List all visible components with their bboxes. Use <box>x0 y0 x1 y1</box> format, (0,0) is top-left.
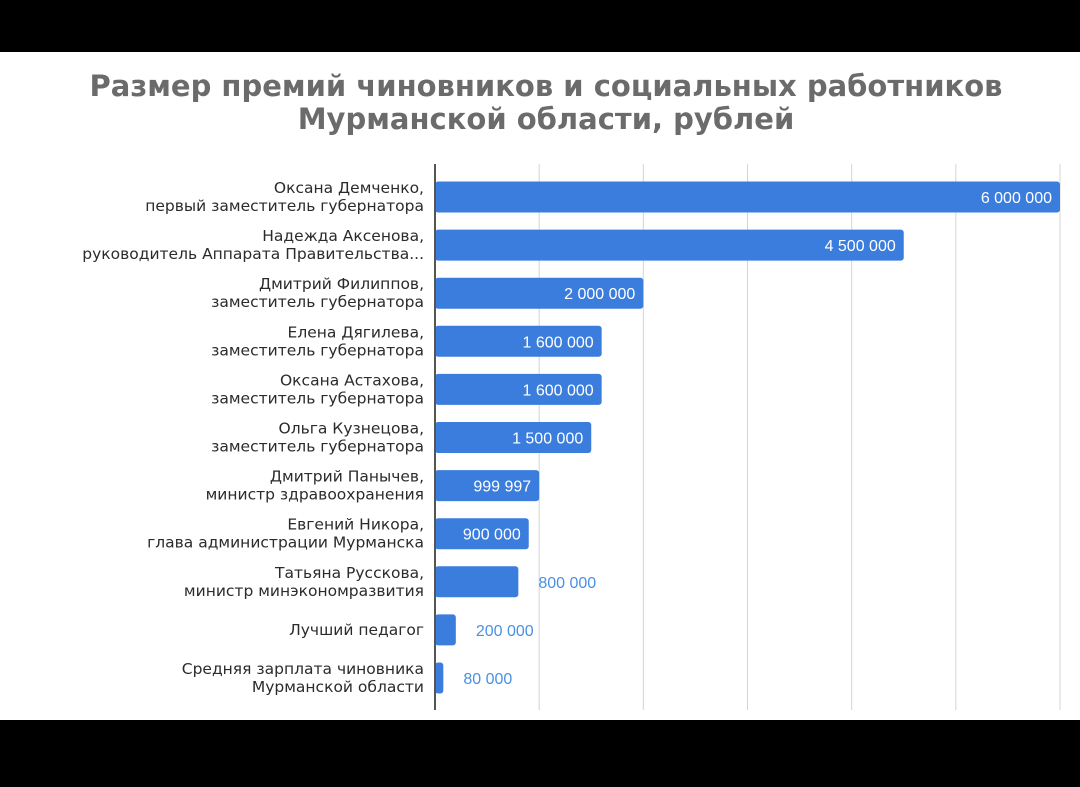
category-label: Дмитрий Филиппов, <box>259 275 424 293</box>
bar <box>435 277 644 309</box>
bar <box>435 422 592 453</box>
data-label: 80 000 <box>463 671 512 688</box>
data-label: 1 600 000 <box>522 382 593 399</box>
category-label: Оксана Демченко, <box>274 179 424 197</box>
category-label: министр здравоохранения <box>206 486 424 504</box>
category-label: Средняя зарплата чиновника <box>182 660 424 678</box>
category-label: первый заместитель губернатора <box>145 197 424 215</box>
category-label: Дмитрий Панычев, <box>270 468 424 486</box>
bar-chart: 6 000 000 Оксана Демченко,первый заместит… <box>82 164 1061 710</box>
category-label: заместитель губернатора <box>211 389 424 407</box>
data-label: 1 600 000 <box>522 334 593 351</box>
category-label: Евгений Никора, <box>287 516 424 534</box>
bar <box>435 518 529 550</box>
data-label: 2 000 000 <box>564 286 635 303</box>
bar <box>435 373 602 405</box>
data-label: 999 997 <box>473 479 531 496</box>
category-label: министр минэкономразвития <box>184 582 424 600</box>
category-label: Оксана Астахова, <box>280 371 424 389</box>
bar <box>435 614 456 646</box>
category-label: Лучший педагог <box>289 621 424 639</box>
chart-title: Размер премий чиновников и социальных ра… <box>0 70 1080 136</box>
bar <box>435 229 904 261</box>
chart-frame: Размер премий чиновников и социальных ра… <box>0 52 1080 720</box>
category-label: Ольга Кузнецова, <box>279 420 425 438</box>
bar <box>435 181 1060 213</box>
data-label: 4 500 000 <box>825 238 896 255</box>
data-label: 200 000 <box>476 623 534 640</box>
bar <box>435 662 444 694</box>
category-label: руководитель Аппарата Правительства... <box>82 245 424 263</box>
chart-title-line-1: Размер премий чиновников и социальных ра… <box>89 69 1003 103</box>
data-label: 800 000 <box>538 575 596 592</box>
bar <box>435 325 602 357</box>
category-label: заместитель губернатора <box>211 438 424 456</box>
category-label: глава администрации Мурманска <box>147 534 424 552</box>
category-label: Мурманской области <box>252 678 424 696</box>
category-label: заместитель губернатора <box>211 341 424 359</box>
category-label: Надежда Аксенова, <box>262 227 424 245</box>
data-label: 900 000 <box>463 527 521 544</box>
data-label: 1 500 000 <box>512 431 583 448</box>
bar <box>435 470 540 502</box>
bar <box>435 566 519 598</box>
category-label: Татьяна Русскова, <box>274 564 424 582</box>
category-label: Елена Дягилева, <box>288 323 424 341</box>
chart-title-line-2: Мурманской области, рублей <box>297 102 795 136</box>
category-label: заместитель губернатора <box>211 293 424 311</box>
data-label: 6 000 000 <box>981 190 1052 207</box>
